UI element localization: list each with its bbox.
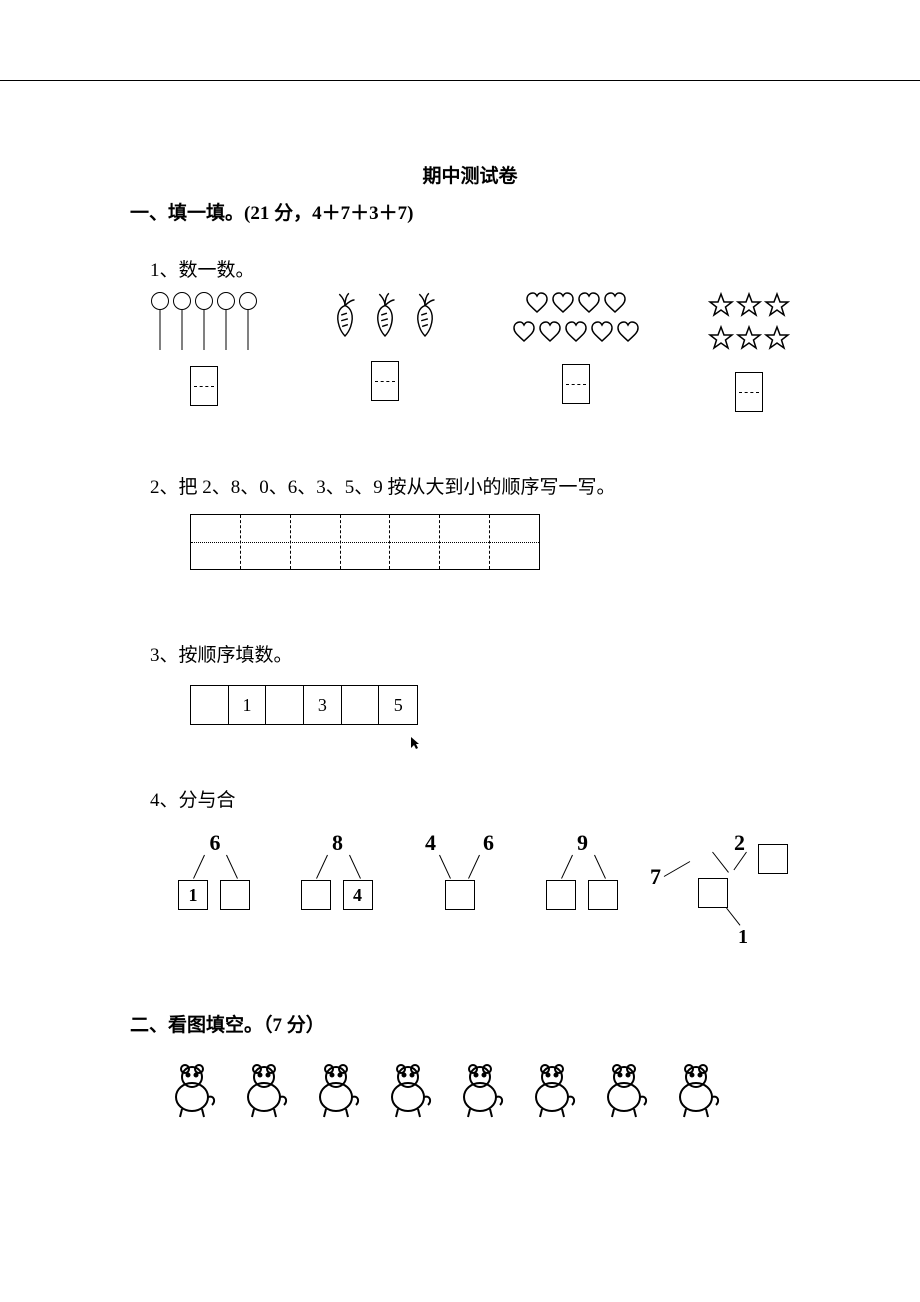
answer-box[interactable] <box>190 366 218 406</box>
answer-box[interactable] <box>562 364 590 404</box>
star-icon <box>736 325 762 356</box>
num: 6 <box>483 830 494 856</box>
page-title: 期中测试卷 <box>130 161 810 188</box>
box[interactable] <box>220 880 250 910</box>
q2-cell[interactable] <box>291 515 341 569</box>
q2-cell[interactable] <box>241 515 291 569</box>
q3-cell[interactable] <box>266 686 304 724</box>
decomp-6[interactable]: 6 1 <box>160 830 270 930</box>
lollipop-icon <box>216 292 236 350</box>
heart-icon <box>564 321 588 348</box>
q2-cell[interactable] <box>390 515 440 569</box>
rabbit-icon <box>160 1057 224 1126</box>
num: 7 <box>650 864 661 890</box>
tiger-icon <box>520 1057 584 1126</box>
q1-label: 1、数一数。 <box>150 255 810 282</box>
q2-label: 2、把 2、8、0、6、3、5、9 按从大到小的顺序写一写。 <box>150 472 810 499</box>
section1-heading: 一、填一填。(21 分，4＋7＋3＋7) <box>130 198 810 225</box>
lollipop-icon <box>194 292 214 350</box>
horse-icon <box>376 1057 440 1126</box>
decomp-9[interactable]: 9 <box>528 830 638 930</box>
box[interactable] <box>301 880 331 910</box>
answer-box[interactable] <box>371 361 399 401</box>
q1-group-carrot <box>326 292 444 401</box>
carrot-icon <box>326 292 364 345</box>
carrot-icon <box>406 292 444 345</box>
heart-icon <box>577 292 601 319</box>
q3-cell[interactable] <box>342 686 380 724</box>
answer-box[interactable] <box>735 372 763 412</box>
elephant-icon <box>448 1057 512 1126</box>
box[interactable]: 1 <box>178 880 208 910</box>
q1-group-heart <box>512 292 640 404</box>
num: 4 <box>425 830 436 856</box>
star-icon <box>708 325 734 356</box>
star-icon <box>764 292 790 323</box>
q2-cell[interactable] <box>440 515 490 569</box>
heart-icon <box>512 321 536 348</box>
num: 2 <box>734 830 745 856</box>
panda-icon <box>232 1057 296 1126</box>
q2-cell[interactable] <box>490 515 539 569</box>
heart-icon <box>551 292 575 319</box>
q3-cell[interactable]: 1 <box>229 686 267 724</box>
box[interactable] <box>546 880 576 910</box>
decomp-4-6[interactable]: 4 6 <box>405 830 515 930</box>
num: 1 <box>738 926 748 949</box>
q3-cell[interactable]: 5 <box>379 686 417 724</box>
q3-label: 3、按顺序填数。 <box>150 640 810 667</box>
heart-icon <box>538 321 562 348</box>
deer-icon <box>304 1057 368 1126</box>
decomp-8[interactable]: 8 4 <box>283 830 393 930</box>
decomp-7[interactable]: 7 2 1 <box>650 830 790 950</box>
lollipop-icon <box>172 292 192 350</box>
q3-table[interactable]: 135 <box>190 685 418 725</box>
num: 9 <box>577 830 588 856</box>
q1-group-star <box>708 292 790 412</box>
star-icon <box>764 325 790 356</box>
heart-icon <box>603 292 627 319</box>
q3-cell[interactable] <box>191 686 229 724</box>
box[interactable] <box>445 880 475 910</box>
q1-row <box>150 292 790 412</box>
monkey-icon <box>664 1057 728 1126</box>
box[interactable] <box>588 880 618 910</box>
num: 6 <box>210 830 221 856</box>
heart-icon <box>616 321 640 348</box>
carrot-icon <box>366 292 404 345</box>
q4-label: 4、分与合 <box>150 785 810 812</box>
box[interactable] <box>758 844 788 874</box>
cat-icon <box>592 1057 656 1126</box>
star-icon <box>736 292 762 323</box>
q1-group-lollipop <box>150 292 258 406</box>
heart-icon <box>590 321 614 348</box>
cursor-icon <box>410 736 420 750</box>
box[interactable]: 4 <box>343 880 373 910</box>
num: 8 <box>332 830 343 856</box>
star-icon <box>708 292 734 323</box>
animals-row <box>160 1057 810 1126</box>
q2-cell[interactable] <box>191 515 241 569</box>
box[interactable] <box>698 878 728 908</box>
section2-heading: 二、看图填空。（7 分） <box>130 1010 810 1037</box>
heart-icon <box>525 292 549 319</box>
q4-row: 6 1 8 4 4 6 9 7 2 <box>160 830 790 950</box>
lollipop-icon <box>238 292 258 350</box>
lollipop-icon <box>150 292 170 350</box>
q3-cell[interactable]: 3 <box>304 686 342 724</box>
q2-cell[interactable] <box>341 515 391 569</box>
q2-grid[interactable] <box>190 514 540 570</box>
